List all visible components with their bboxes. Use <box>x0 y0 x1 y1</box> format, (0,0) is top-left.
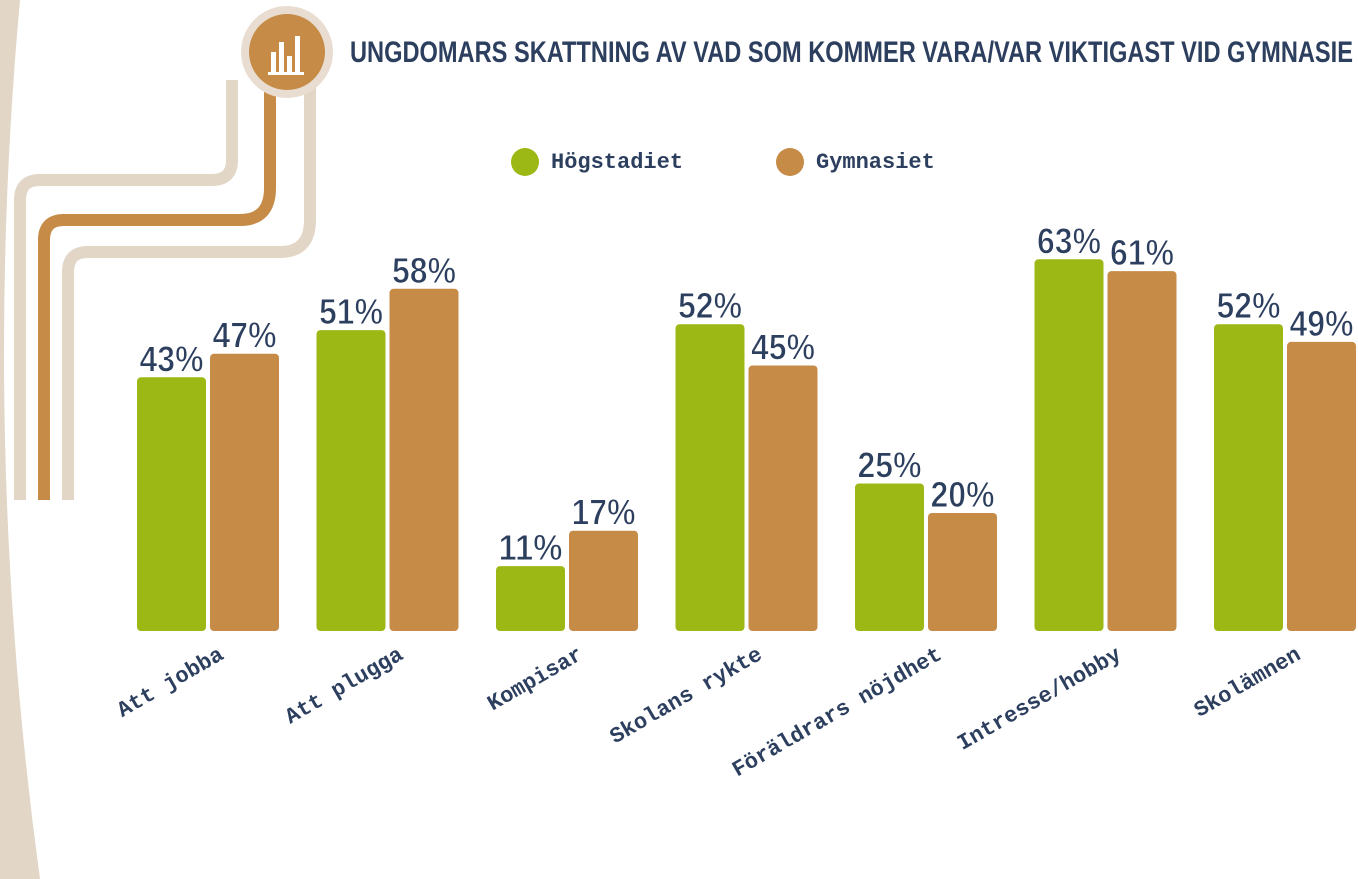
value-label: 47% <box>213 315 277 356</box>
bar <box>1107 271 1177 631</box>
left-band <box>0 0 40 879</box>
pipes <box>14 80 316 500</box>
bar <box>1287 341 1356 631</box>
bar <box>1214 324 1283 631</box>
bar <box>1034 259 1104 631</box>
icon-bars <box>268 36 304 75</box>
value-label: 45% <box>751 327 815 368</box>
x-tick-label: Kompisar <box>484 642 588 716</box>
value-label: 43% <box>140 338 204 379</box>
x-tick-label: Att jobba <box>113 642 228 723</box>
value-label: 25% <box>858 445 922 486</box>
bar <box>389 288 459 631</box>
value-label: 63% <box>1037 220 1101 261</box>
value-label: 49% <box>1290 303 1354 344</box>
legend-swatch <box>511 148 539 176</box>
bar <box>316 330 386 631</box>
x-tick-label: Att plugga <box>281 642 408 730</box>
bar <box>748 365 818 631</box>
bar <box>496 566 565 631</box>
value-label: 11% <box>499 527 563 568</box>
chart-title: UNGDOMARS SKATTNING AV VAD SOM KOMMER VA… <box>350 36 1353 69</box>
value-label: 58% <box>392 250 456 291</box>
value-label: 20% <box>931 474 995 515</box>
value-label: 52% <box>1217 285 1281 326</box>
legend-label: Högstadiet <box>551 150 683 175</box>
bar <box>928 513 997 631</box>
bar <box>569 530 638 631</box>
value-label: 51% <box>319 291 383 332</box>
x-tick-label: Intresse/hobby <box>953 642 1126 756</box>
bar <box>137 377 206 631</box>
legend-swatch <box>776 148 804 176</box>
x-tick-label: Skolämnen <box>1190 642 1305 723</box>
bar <box>855 483 924 631</box>
value-label: 61% <box>1110 232 1174 273</box>
bar <box>210 353 279 631</box>
value-label: 17% <box>572 492 636 533</box>
value-label: 52% <box>678 285 742 326</box>
x-tick-label: Skolans rykte <box>606 642 767 749</box>
icon <box>249 14 325 90</box>
legend-label: Gymnasiet <box>816 150 935 175</box>
bar <box>675 324 745 631</box>
